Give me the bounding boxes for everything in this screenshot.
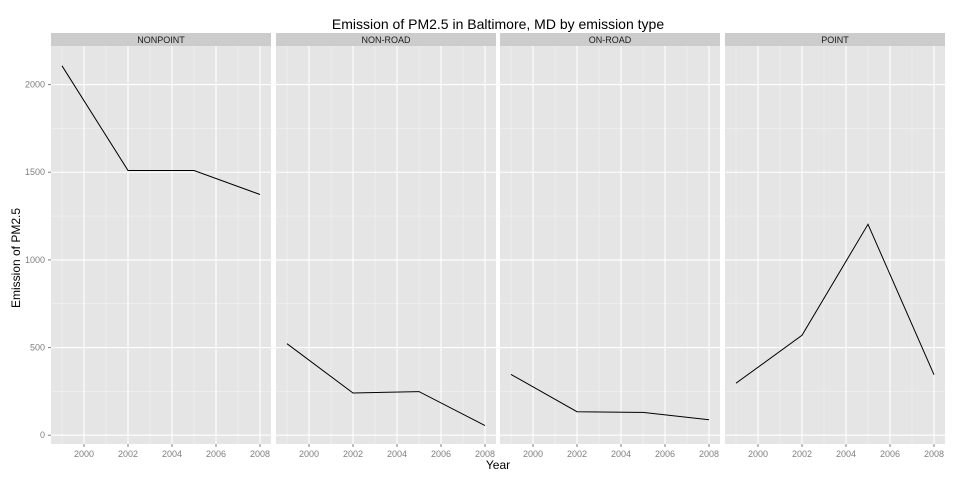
y-tick-label: 0 — [40, 430, 45, 440]
facet-panel-point: POINT 2000 2002 2004 2006 2008 — [725, 33, 945, 459]
facet-strip — [51, 33, 271, 46]
series-line-nonpoint — [61, 65, 261, 195]
x-axis-title: Year — [486, 458, 510, 472]
x-tick-label: 2008 — [250, 449, 270, 459]
x-tick-label: 2008 — [699, 449, 719, 459]
x-tick-label: 2004 — [387, 449, 407, 459]
facet-strip-label: ON-ROAD — [589, 35, 632, 45]
y-tick-label: 2000 — [25, 80, 45, 90]
facet-strip-label: POINT — [821, 35, 849, 45]
y-axis: 0 500 1000 1500 2000 — [25, 80, 51, 440]
facet-panel-on-road: ON-ROAD 2000 2002 2004 2006 2008 — [500, 33, 720, 459]
x-tick-label: 2000 — [523, 449, 543, 459]
x-tick-label: 2006 — [880, 449, 900, 459]
facet-panel-non-road: NON-ROAD 2000 2002 2004 2006 2008 — [276, 33, 496, 459]
series-line-non-road — [286, 343, 486, 427]
facet-strip-label: NON-ROAD — [362, 35, 411, 45]
x-tick-label: 2002 — [567, 449, 587, 459]
x-tick-label: 2000 — [299, 449, 319, 459]
y-axis-title: Emission of PM2.5 — [9, 208, 23, 308]
panel-background — [725, 46, 945, 444]
x-tick-label: 2004 — [162, 449, 182, 459]
facet-panel-nonpoint: NONPOINT 2000 2002 2004 2006 2008 — [51, 33, 271, 459]
x-tick-label: 2004 — [611, 449, 631, 459]
x-tick-label: 2006 — [431, 449, 451, 459]
facet-strip-label: NONPOINT — [137, 35, 185, 45]
chart-title: Emission of PM2.5 in Baltimore, MD by em… — [332, 16, 664, 32]
x-tick-label: 2008 — [475, 449, 495, 459]
panel-background — [51, 46, 271, 444]
x-tick-label: 2000 — [748, 449, 768, 459]
series-line-point — [735, 223, 935, 384]
facet-strip — [276, 33, 496, 46]
facet-panels: NONPOINT 2000 2002 2004 2006 2008 NON-ROAD 2000… — [51, 33, 945, 459]
panel-background — [276, 46, 496, 444]
x-tick-label: 2006 — [206, 449, 226, 459]
facet-strip — [500, 33, 720, 46]
x-tick-label: 2008 — [924, 449, 944, 459]
x-tick-label: 2004 — [836, 449, 856, 459]
x-tick-label: 2000 — [74, 449, 94, 459]
y-tick-label: 500 — [30, 343, 45, 353]
y-tick-label: 1000 — [25, 255, 45, 265]
series-line-on-road — [510, 373, 710, 421]
y-tick-label: 1500 — [25, 167, 45, 177]
panel-background — [500, 46, 720, 444]
x-tick-label: 2006 — [655, 449, 675, 459]
x-tick-label: 2002 — [118, 449, 138, 459]
facet-strip — [725, 33, 945, 46]
x-tick-label: 2002 — [792, 449, 812, 459]
x-tick-label: 2002 — [343, 449, 363, 459]
